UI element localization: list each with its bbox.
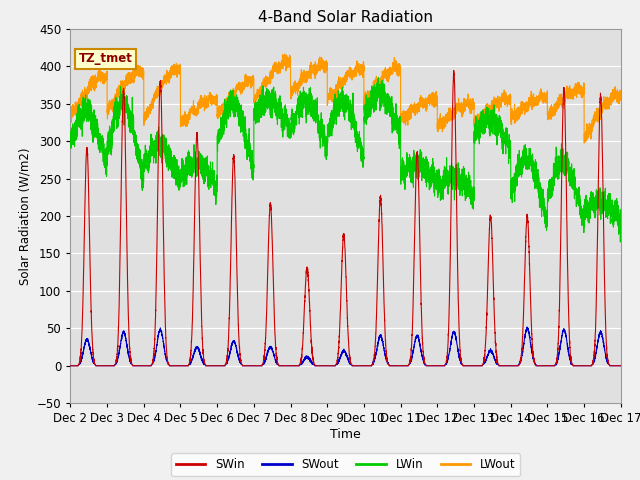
Y-axis label: Solar Radiation (W/m2): Solar Radiation (W/m2)	[18, 147, 31, 285]
Title: 4-Band Solar Radiation: 4-Band Solar Radiation	[258, 10, 433, 25]
X-axis label: Time: Time	[330, 428, 361, 441]
Legend: SWin, SWout, LWin, LWout: SWin, SWout, LWin, LWout	[171, 454, 520, 476]
Text: TZ_tmet: TZ_tmet	[79, 52, 132, 65]
